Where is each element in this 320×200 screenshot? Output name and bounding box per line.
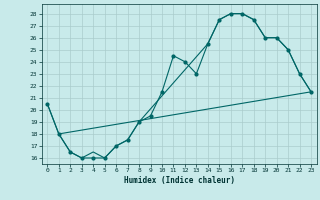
X-axis label: Humidex (Indice chaleur): Humidex (Indice chaleur) (124, 176, 235, 185)
